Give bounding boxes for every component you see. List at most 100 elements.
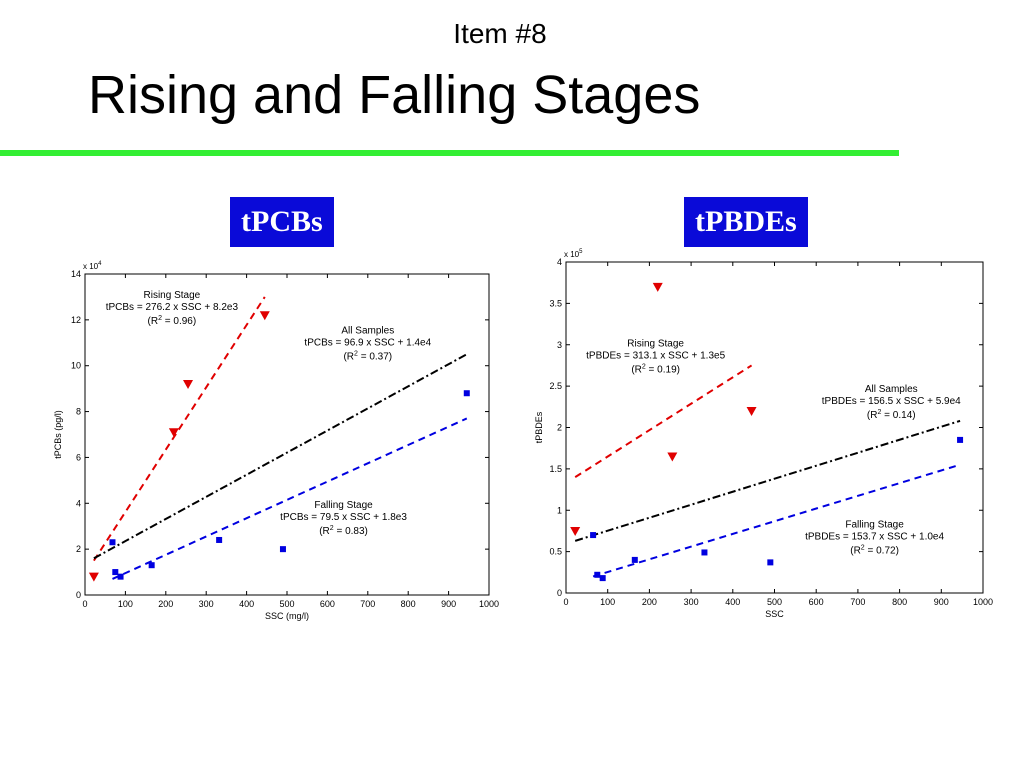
title-divider <box>0 150 899 156</box>
falling-stage-point <box>117 573 124 580</box>
y-tick-label: 0.5 <box>549 547 562 557</box>
rising-stage-point <box>168 428 179 438</box>
r-squared-exponent: 2 <box>642 363 646 370</box>
falling-stage-point <box>957 436 964 443</box>
x-tick-label: 500 <box>279 599 294 609</box>
falling-stage-point <box>590 532 597 539</box>
fit-annotation-line: tPCBs = 276.2 x SSC + 8.2e3 <box>106 302 239 313</box>
all-samples-fit-line <box>93 353 468 560</box>
chart-1: 0 100 200 300 400 500 600 700 800 900 1000 0 0.5 1 1.5… <box>534 249 993 619</box>
rising-stage-point <box>88 572 99 582</box>
falling-stage-point <box>148 562 155 569</box>
rising-stage-point <box>183 380 194 390</box>
y-tick-label: 12 <box>71 315 81 325</box>
fit-annotation-line: All Samples <box>865 384 918 395</box>
x-tick-label: 500 <box>767 597 782 607</box>
falling-stage-point <box>599 575 606 582</box>
falling-stage-point <box>463 390 470 397</box>
fit-annotation-line: tPBDEs = 156.5 x SSC + 5.9e4 <box>822 396 961 407</box>
multiplier-exponent: 5 <box>579 249 583 255</box>
falling-stage-point <box>216 536 223 543</box>
y-axis-multiplier: x 105 <box>564 249 583 259</box>
x-tick-label: 0 <box>563 597 568 607</box>
multiplier-base: x 10 <box>564 250 580 259</box>
falling-stage-point <box>701 549 708 556</box>
x-tick-label: 600 <box>320 599 335 609</box>
r-squared-prefix: (R <box>631 364 642 375</box>
r-squared-exponent: 2 <box>330 525 334 532</box>
x-tick-label: 400 <box>725 597 740 607</box>
r-squared-exponent: 2 <box>877 409 881 416</box>
x-tick-label: 200 <box>158 599 173 609</box>
x-tick-label: 700 <box>360 599 375 609</box>
multiplier-exponent: 4 <box>98 261 102 267</box>
rising-stage-point <box>570 526 581 536</box>
falling-stage-point <box>594 571 601 578</box>
r-squared-value: = 0.96) <box>162 316 196 327</box>
r-squared-prefix: (R <box>850 546 861 557</box>
rising-fit-line <box>574 364 753 478</box>
y-tick-label: 8 <box>76 407 81 417</box>
falling-stage-point <box>109 539 116 546</box>
x-tick-label: 200 <box>642 597 657 607</box>
rising-fit-line <box>93 296 266 562</box>
y-tick-label: 2.5 <box>549 381 562 391</box>
y-axis-multiplier: x 104 <box>83 261 102 271</box>
chart-0: 0 100 200 300 400 500 600 700 800 900 1000 0 2 4 6 8 10 1… <box>53 261 499 621</box>
falling-fit-line <box>592 463 961 578</box>
r-squared-prefix: (R <box>319 526 330 537</box>
fit-annotation-line: Falling Stage <box>845 520 904 531</box>
y-tick-label: 6 <box>76 452 81 462</box>
r-squared-exponent: 2 <box>861 545 865 552</box>
x-tick-label: 300 <box>684 597 699 607</box>
multiplier-base: x 10 <box>83 262 99 271</box>
r-squared-exponent: 2 <box>354 351 358 358</box>
x-tick-label: 600 <box>809 597 824 607</box>
fit-annotation-line: tPBDEs = 153.7 x SSC + 1.0e4 <box>805 532 944 543</box>
y-tick-label: 0 <box>557 588 562 598</box>
fit-annotation-line: All Samples <box>341 326 394 337</box>
r-squared-prefix: (R <box>148 316 159 327</box>
r-squared-annotation: (R2 = 0.96) <box>148 315 197 327</box>
fit-annotation-line: tPBDEs = 313.1 x SSC + 1.3e5 <box>586 350 725 361</box>
r-squared-annotation: (R2 = 0.19) <box>631 363 680 375</box>
x-axis-label: SSC <box>765 609 784 619</box>
rising-stage-point <box>746 406 757 416</box>
y-tick-label: 1.5 <box>549 464 562 474</box>
fit-annotation-line: Falling Stage <box>314 500 373 511</box>
x-tick-label: 900 <box>441 599 456 609</box>
falling-stage-point <box>767 559 774 566</box>
fit-annotation-line: tPCBs = 79.5 x SSC + 1.8e3 <box>280 512 407 523</box>
r-squared-value: = 0.72) <box>865 546 899 557</box>
falling-stage-point <box>112 569 119 576</box>
r-squared-exponent: 2 <box>158 315 162 322</box>
chart-label-tpbdes: tPBDEs <box>684 197 808 247</box>
y-tick-label: 3 <box>557 340 562 350</box>
x-axis-label: SSC (mg/l) <box>265 611 309 621</box>
falling-stage-point <box>279 546 286 553</box>
y-axis-label: tPCBs (pg/l) <box>53 410 63 459</box>
x-tick-label: 100 <box>600 597 615 607</box>
y-tick-label: 2 <box>557 423 562 433</box>
y-tick-label: 2 <box>76 544 81 554</box>
fit-annotation-line: Rising Stage <box>627 338 684 349</box>
rising-stage-point <box>667 452 678 462</box>
chart-label-tpcbs: tPCBs <box>230 197 334 247</box>
x-tick-label: 1000 <box>479 599 499 609</box>
falling-stage-point <box>631 556 638 563</box>
slide-title: Rising and Falling Stages <box>88 65 701 125</box>
x-tick-label: 800 <box>892 597 907 607</box>
r-squared-prefix: (R <box>343 352 354 363</box>
plot-frame <box>84 273 490 596</box>
plot-frame <box>565 261 984 594</box>
x-tick-label: 400 <box>239 599 254 609</box>
falling-fit-line <box>112 417 468 580</box>
r-squared-value: = 0.19) <box>646 364 680 375</box>
x-tick-label: 900 <box>934 597 949 607</box>
x-tick-label: 800 <box>401 599 416 609</box>
all-samples-fit-line <box>574 419 961 542</box>
x-tick-label: 700 <box>850 597 865 607</box>
fit-annotation-line: tPCBs = 96.9 x SSC + 1.4e4 <box>304 338 431 349</box>
y-tick-label: 14 <box>71 269 81 279</box>
y-tick-label: 1 <box>557 505 562 515</box>
